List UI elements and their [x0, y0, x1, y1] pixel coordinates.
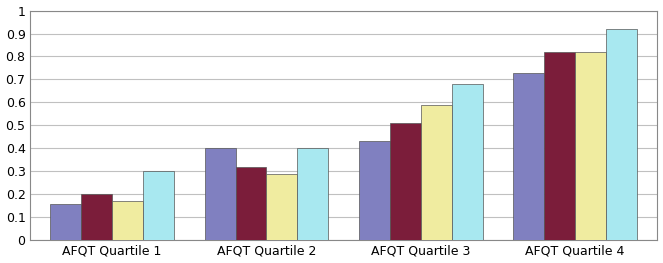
Bar: [359, 141, 390, 240]
Bar: [81, 194, 112, 240]
Bar: [112, 201, 143, 240]
Bar: [50, 204, 81, 240]
Bar: [575, 52, 606, 240]
Bar: [267, 174, 297, 240]
Bar: [421, 105, 452, 240]
Bar: [297, 148, 328, 240]
Bar: [544, 52, 575, 240]
Bar: [606, 29, 637, 240]
Bar: [205, 148, 235, 240]
Bar: [390, 123, 421, 240]
Bar: [143, 171, 174, 240]
Bar: [513, 73, 544, 240]
Bar: [235, 167, 267, 240]
Bar: [452, 84, 483, 240]
